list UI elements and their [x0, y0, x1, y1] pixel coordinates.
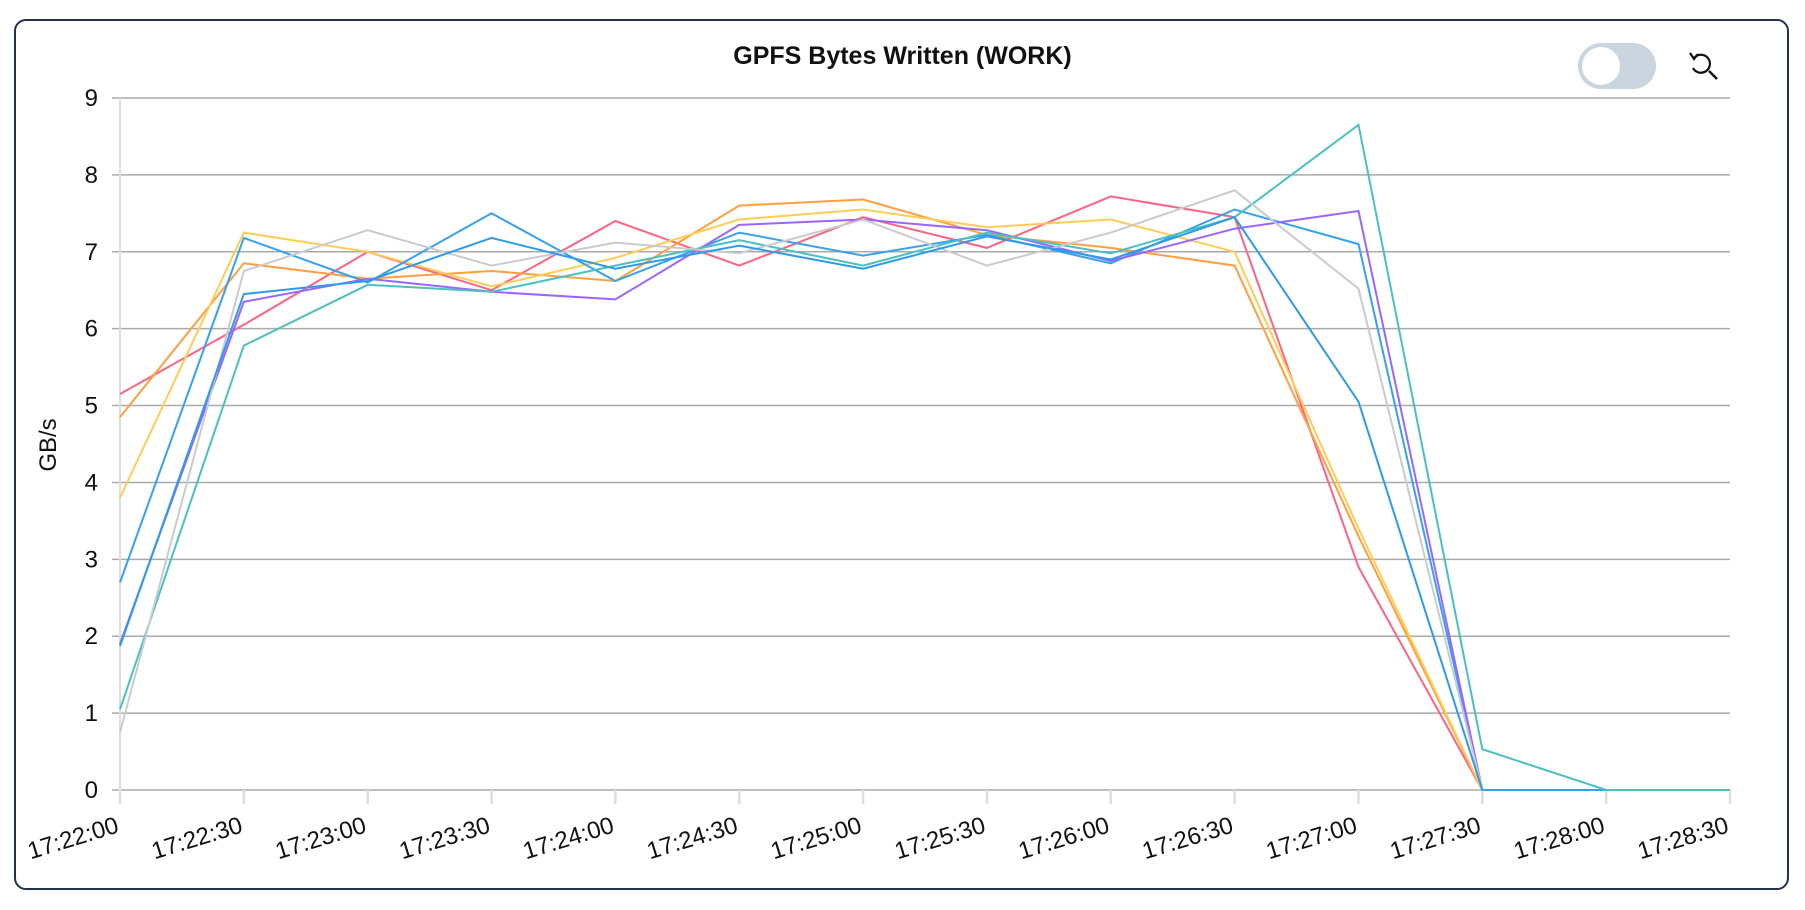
- x-tick-label: 17:24:00: [520, 812, 617, 865]
- x-tick-label: 17:28:30: [1635, 812, 1732, 865]
- y-tick-label: 3: [85, 546, 98, 573]
- x-tick-label: 17:22:00: [25, 812, 122, 865]
- x-tick-label: 17:23:00: [272, 812, 369, 865]
- y-tick-label: 6: [85, 316, 98, 343]
- x-tick-label: 17:23:30: [396, 812, 493, 865]
- y-tick-label: 2: [85, 623, 98, 650]
- series-line-3: [119, 208, 1484, 791]
- chart-toggle-switch[interactable]: [1578, 43, 1656, 89]
- x-tick-label: 17:26:30: [1139, 812, 1236, 865]
- x-tick-label: 17:26:00: [1015, 812, 1112, 865]
- series-line-5: [119, 209, 1484, 791]
- y-tick-label: 7: [85, 239, 98, 266]
- x-tick-label: 17:24:30: [644, 812, 741, 865]
- chart-panel: [14, 19, 1789, 890]
- x-tick-label: 17:25:00: [768, 812, 865, 865]
- y-tick-label: 8: [85, 162, 98, 189]
- x-tick-label: 17:27:30: [1387, 812, 1484, 865]
- y-tick-label: 4: [85, 469, 98, 496]
- chart-title: GPFS Bytes Written (WORK): [733, 42, 1072, 70]
- x-tick-label: 17:22:30: [148, 812, 245, 865]
- y-tick-label: 0: [85, 777, 98, 804]
- y-axis-label: GB/s: [35, 418, 62, 471]
- y-tick-label: 9: [85, 85, 98, 112]
- series-line-1: [119, 195, 1484, 791]
- series-line-8: [119, 216, 1484, 791]
- toggle-knob: [1582, 47, 1620, 85]
- y-tick-label: 1: [85, 700, 98, 727]
- reset-zoom-icon[interactable]: [1682, 44, 1722, 84]
- series-line-7: [119, 189, 1484, 791]
- x-tick-label: 17:25:30: [891, 812, 988, 865]
- series-line-6: [119, 123, 1730, 791]
- series-line-4: [119, 208, 1730, 791]
- series-line-2: [119, 198, 1484, 791]
- x-tick-label: 17:28:00: [1511, 812, 1608, 865]
- x-tick-label: 17:27:00: [1263, 812, 1360, 865]
- y-tick-label: 5: [85, 393, 98, 420]
